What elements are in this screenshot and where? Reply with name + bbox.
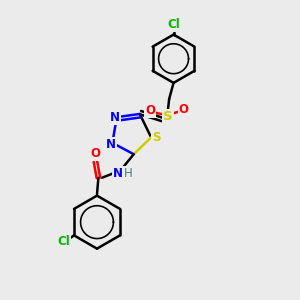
- Text: N: N: [106, 138, 116, 151]
- Text: Cl: Cl: [167, 18, 180, 31]
- Text: O: O: [179, 103, 189, 116]
- Text: S: S: [152, 131, 161, 144]
- Text: Cl: Cl: [57, 236, 70, 248]
- Text: H: H: [124, 167, 133, 180]
- Text: O: O: [91, 147, 100, 160]
- Text: N: N: [112, 167, 122, 180]
- Text: S: S: [163, 110, 172, 123]
- Text: N: N: [110, 111, 120, 124]
- Text: O: O: [145, 104, 155, 117]
